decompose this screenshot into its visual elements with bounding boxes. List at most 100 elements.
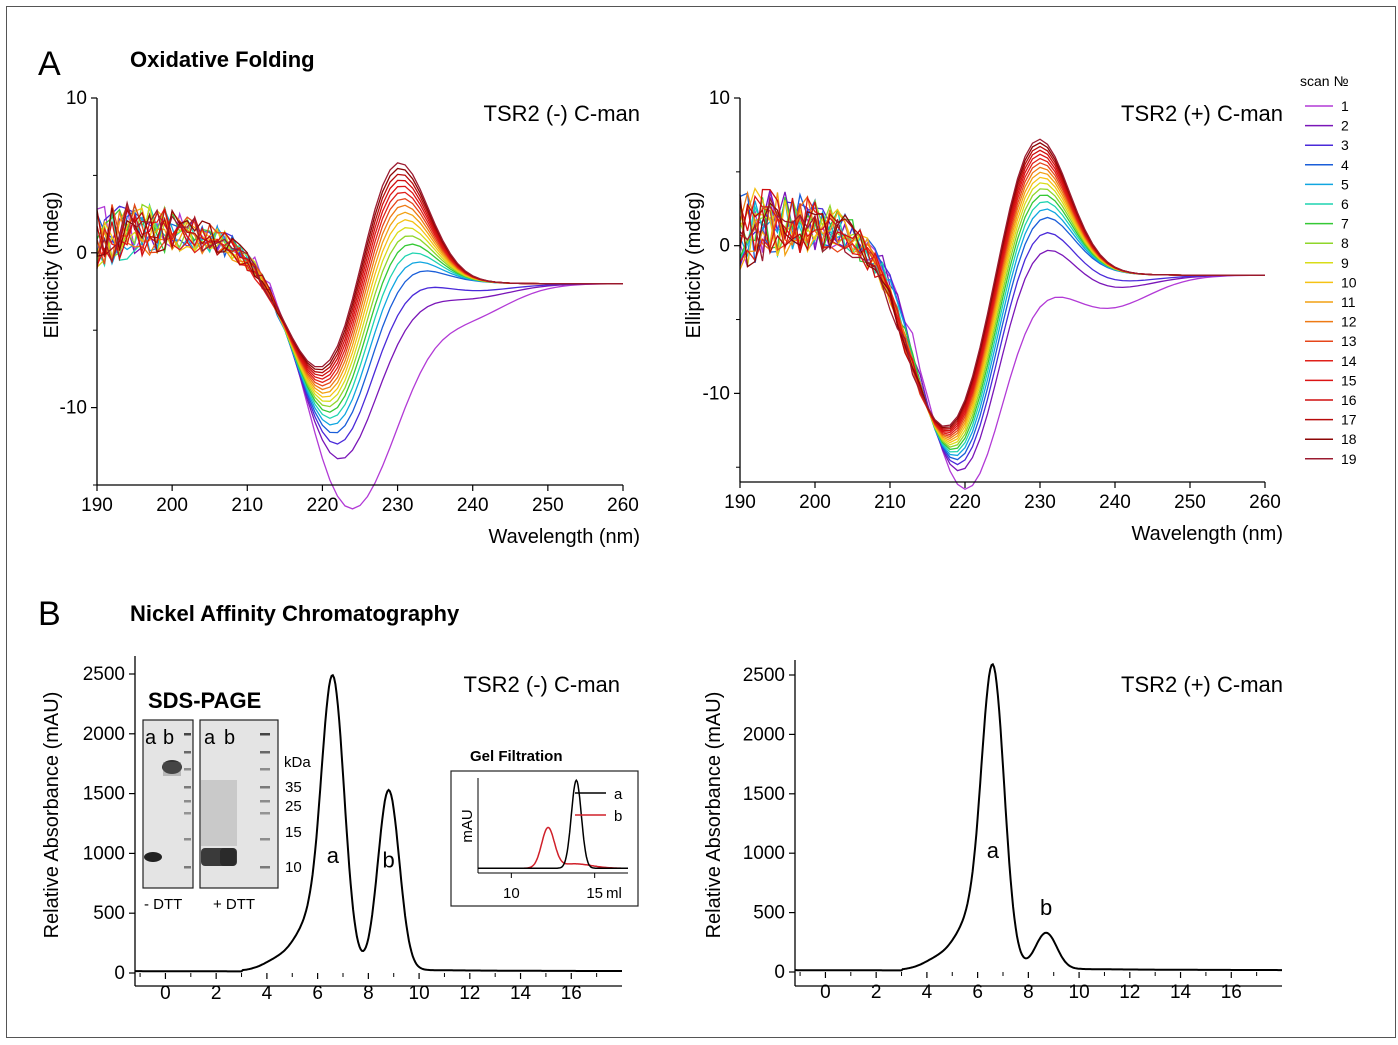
cd-plus-ticks: 190 200 210 220 230 240 250 260 10 0 -10 [703,88,1281,513]
cd-minus-ylabel: Ellipticity (mdeg) [41,192,63,339]
x-tick-label: 250 [1174,492,1206,513]
x-tick-label: 230 [382,495,414,516]
gel-filtration-inset: Gel Filtration 10 15 mAU ml a b [450,748,639,907]
gel-marker-35: 35 [285,779,302,796]
y-tick-label: 0 [719,236,730,257]
cd-minus-series [96,162,623,510]
legend-label: 2 [1341,118,1349,134]
ladder-band [184,733,191,736]
x-tick-label: 4 [922,982,933,1003]
ladder-band [260,838,270,841]
chromatogram-minus: 0 2 4 6 8 10 12 14 16 0 500 1000 1500 2000 2500 TSR2 (… [41,656,622,1004]
chrom-plus-ylabel: Relative Absorbance (mAU) [703,692,725,939]
legend-label: 16 [1341,392,1357,408]
x-tick-label: 200 [799,492,831,513]
x-tick-label: 16 [1221,982,1242,1003]
y-tick-label: -10 [703,383,730,404]
peak-b-label: b [383,848,395,873]
legend-label: 14 [1341,353,1357,369]
cd-plus-ylabel: Ellipticity (mdeg) [683,192,705,339]
legend-label: 9 [1341,255,1349,271]
gf-xlabel: ml [606,885,622,902]
y-tick-label: 2500 [743,665,785,686]
legend-label: 4 [1341,157,1349,173]
cd-minus-ticks: 190 200 210 220 230 240 250 260 10 0 -10 [60,88,639,516]
x-tick-label: 220 [307,495,339,516]
panel-a-title: Oxidative Folding [130,47,315,72]
gel-band [162,760,182,774]
x-tick-label: 14 [510,983,532,1004]
peak-a-label: a [327,843,340,868]
x-tick-label: 8 [1023,982,1034,1003]
x-tick-label: 0 [160,983,171,1004]
y-tick-label: 500 [93,903,125,924]
y-tick-label: 2000 [743,724,785,745]
gf-x-tick-label: 10 [503,885,520,902]
chrom-minus-ylabel: Relative Absorbance (mAU) [41,692,63,939]
x-tick-label: 2 [871,982,882,1003]
x-tick-label: 12 [459,983,480,1004]
x-tick-label: 14 [1170,982,1192,1003]
gel-band [220,848,236,866]
cd-plus-series [739,138,1266,491]
ladder-band [260,733,270,736]
y-tick-label: 0 [114,963,125,984]
legend-label: 6 [1341,196,1349,212]
gel-marker-10: 10 [285,859,302,876]
chromatogram-minus-line [135,673,622,973]
cd-minus-title: TSR2 (-) C-man [484,101,640,126]
chrom-plus-title: TSR2 (+) C-man [1121,672,1283,697]
ladder-band [184,866,191,869]
chrom-minus-ticks: 0 2 4 6 8 10 12 14 16 0 500 1000 1500 2000 2500 [83,664,598,1004]
figure-frame [6,6,1396,1038]
panel-b-title: Nickel Affinity Chromatography [130,601,460,626]
legend-label: 13 [1341,333,1357,349]
cd-scan-line [739,191,1265,491]
ladder-band [184,786,191,789]
gf-x-tick-label: 15 [586,885,603,902]
ladder-band [260,768,270,771]
gf-legend-b: b [614,808,622,825]
x-tick-label: 220 [949,492,981,513]
x-tick-label: 8 [363,983,374,1004]
y-tick-label: 0 [774,962,785,983]
x-tick-label: 210 [874,492,906,513]
y-tick-label: 500 [753,903,785,924]
y-tick-label: 1000 [83,843,125,864]
peak-b-label: b [1040,895,1052,920]
x-tick-label: 190 [724,492,756,513]
x-tick-label: 230 [1024,492,1056,513]
x-tick-label: 0 [820,982,831,1003]
gel-label-plus-dtt: + DTT [213,896,255,913]
ladder-band [184,800,191,803]
gel-lane-a-minus: a [145,727,157,749]
x-tick-label: 2 [211,983,222,1004]
y-tick-label: 2500 [83,664,125,685]
cd-scan-line [96,162,623,368]
ladder-band [260,751,270,754]
ladder-band [260,786,270,789]
gf-series-a [478,778,628,869]
y-tick-label: 1500 [83,784,125,805]
legend-label: 17 [1341,412,1357,428]
ladder-band [184,812,191,815]
x-tick-label: 190 [81,495,113,516]
y-tick-label: 10 [709,88,730,109]
x-tick-label: 6 [312,983,323,1004]
y-tick-label: -10 [60,398,87,419]
cd-scan-line [739,138,1265,427]
legend-label: 11 [1341,294,1356,310]
legend-label: 7 [1341,216,1349,232]
y-tick-label: 1000 [743,843,785,864]
cd-chart-plus: 190 200 210 220 230 240 250 260 10 0 -10 TSR2 (+) … [683,88,1283,545]
chromatogram-plus-line [795,662,1282,972]
x-tick-label: 240 [457,495,489,516]
ladder-band [184,751,191,754]
legend-label: 12 [1341,314,1357,330]
legend-label: 18 [1341,431,1357,447]
gf-ylabel: mAU [459,809,476,842]
x-tick-label: 210 [231,495,263,516]
y-tick-label: 2000 [83,724,125,745]
sds-page-inset: SDS-PAGE a b a b kDa 35 25 15 10 - DTT +… [142,688,311,913]
